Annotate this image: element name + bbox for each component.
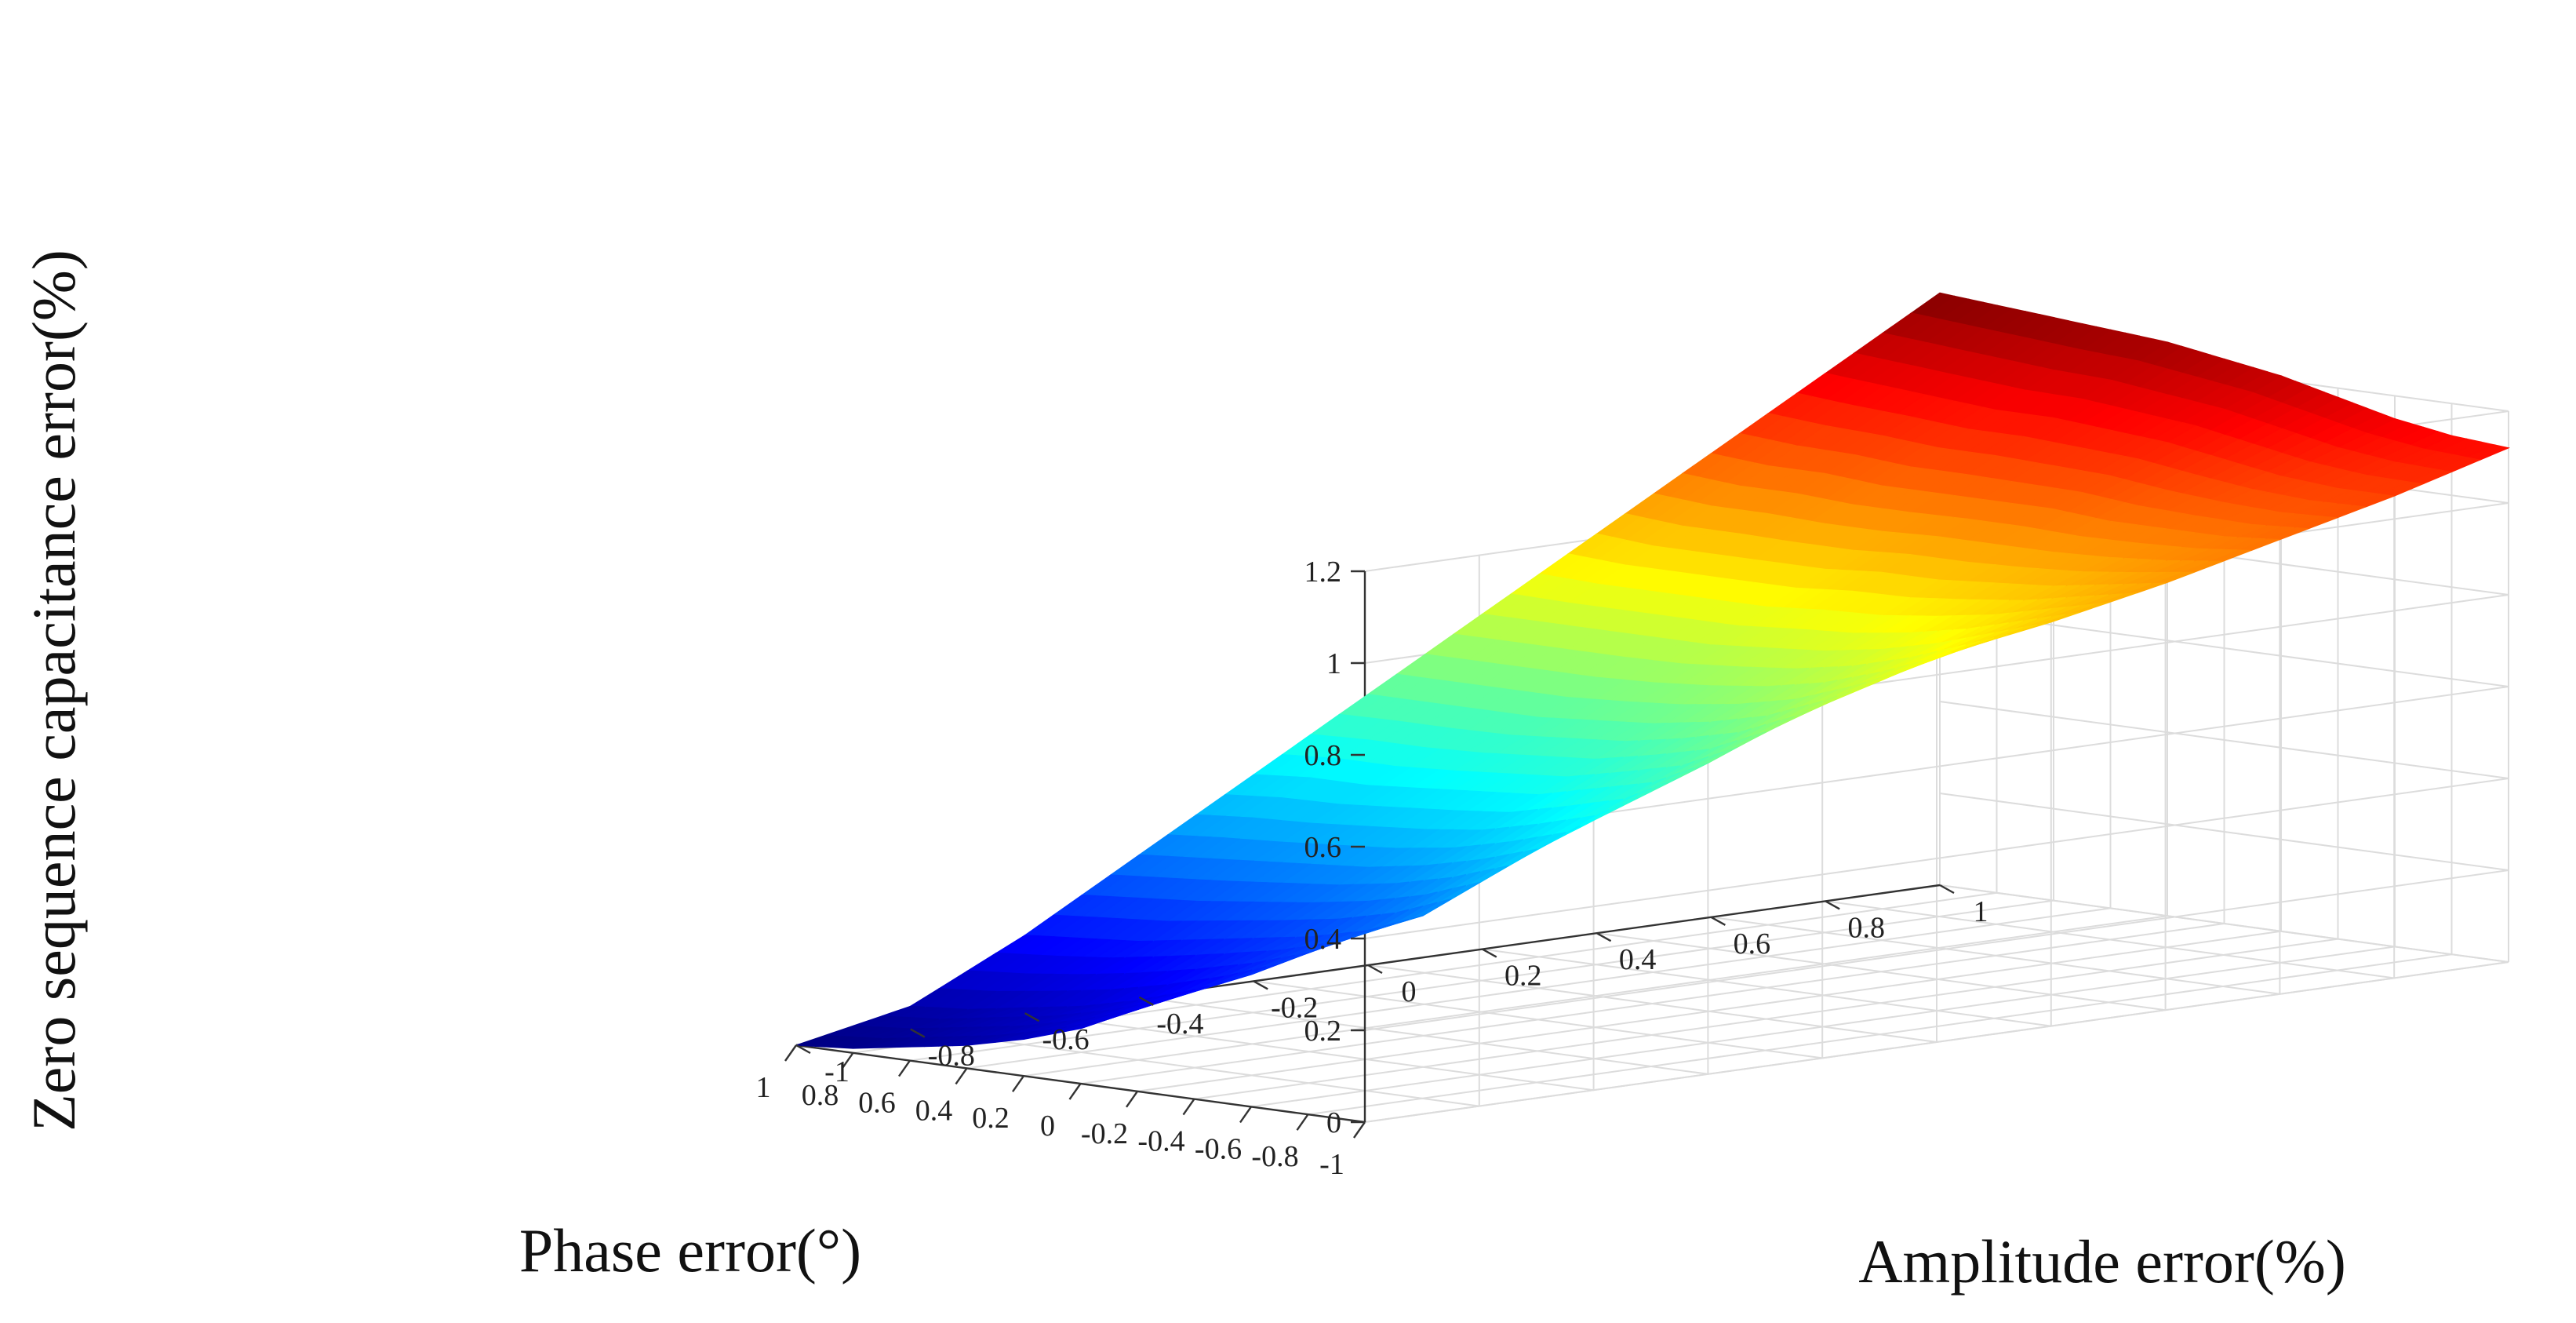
x-tick-label: 0.2 — [972, 1102, 1010, 1135]
z-tick-label: 1 — [1326, 647, 1341, 680]
y-tick-label: 0.2 — [1504, 960, 1542, 993]
x-tick-mark — [955, 1067, 968, 1085]
z-tick-label: 0 — [1326, 1106, 1341, 1139]
x-tick-mark — [784, 1044, 797, 1062]
y-tick-mark — [910, 1028, 926, 1038]
y-tick-mark — [1024, 1012, 1040, 1022]
wall-grid-line — [1364, 961, 2509, 1123]
y-tick-label: -0.6 — [1042, 1023, 1090, 1056]
x-tick-label: -0.6 — [1195, 1132, 1242, 1165]
x-tick-label: -1 — [1319, 1148, 1344, 1181]
y-tick-mark — [1367, 964, 1383, 975]
x-tick-label: 0.6 — [858, 1087, 896, 1120]
y-tick-mark — [1482, 948, 1497, 958]
floor-grid-line — [1024, 1012, 1594, 1092]
y-tick-mark — [795, 1044, 811, 1055]
x-tick-mark — [1182, 1098, 1195, 1116]
y-tick-mark — [1138, 996, 1154, 1006]
tick-labels: -1 -0.8 -0.6 -0.4 -0.2 0 0.2 0.4 0.6 0.8 1 -1 -0.8 -0… — [756, 556, 1988, 1181]
x-tick-mark — [898, 1059, 911, 1077]
y-tick-mark — [1825, 900, 1840, 910]
floor-grid-line — [910, 1028, 1479, 1107]
y-tick-label: 0.4 — [1619, 943, 1657, 976]
wall-grid-line — [1364, 778, 2509, 939]
y-tick-label: -0.4 — [1156, 1008, 1203, 1041]
x-tick-label: 1 — [756, 1071, 771, 1104]
wall-grid-line — [1364, 869, 2509, 1031]
wall-grid-line — [1939, 884, 2509, 963]
z-tick-label: 0.6 — [1304, 831, 1342, 864]
y-tick-label: 0.6 — [1734, 928, 1771, 960]
floor-grid-line — [1253, 980, 1823, 1059]
y-tick-label: 0 — [1402, 975, 1417, 1008]
x-tick-label: 0.8 — [802, 1079, 839, 1112]
x-axis-label: Phase error(°) — [519, 1216, 861, 1285]
x-tick-mark — [841, 1052, 854, 1070]
x-tick-mark — [1068, 1083, 1082, 1100]
x-tick-label: -0.8 — [1251, 1140, 1298, 1173]
y-axis-label: Amplitude error(%) — [1858, 1227, 2346, 1296]
z-axis-label: Zero sequence capacitance error(%) — [20, 250, 88, 1132]
y-tick-mark — [1710, 916, 1726, 926]
y-tick-label: 1 — [1974, 895, 1988, 928]
z-tick-label: 0.4 — [1304, 923, 1342, 956]
wall-grid-line — [1939, 793, 2509, 871]
x-tick-mark — [1353, 1121, 1366, 1139]
y-tick-mark — [1596, 932, 1612, 942]
z-tick-label: 1.2 — [1304, 556, 1342, 589]
y-tick-mark — [1253, 980, 1268, 990]
z-tick-label: 0.2 — [1304, 1015, 1342, 1048]
y-tick-label: -1 — [824, 1055, 850, 1088]
x-tick-label: 0 — [1040, 1110, 1055, 1143]
z-tick-label: 0.8 — [1304, 739, 1342, 772]
y-tick-mark — [1939, 884, 1955, 895]
floor-grid-line — [1482, 948, 2051, 1027]
x-tick-label: -0.2 — [1081, 1117, 1128, 1150]
floor-grid-line — [1367, 964, 1937, 1043]
surface-patch — [795, 1034, 839, 1047]
y-tick-label: 0.8 — [1847, 911, 1885, 944]
floor-grid-line — [1711, 916, 2280, 995]
x-tick-mark — [1012, 1075, 1024, 1092]
floor-grid-line — [1825, 900, 2395, 979]
x-tick-label: 0.4 — [915, 1094, 953, 1127]
y-tick-label: -0.8 — [928, 1040, 975, 1073]
surface-layer — [795, 292, 2510, 1049]
x-tick-mark — [1126, 1091, 1138, 1108]
floor-grid-line — [1139, 996, 1708, 1075]
x-tick-label: -0.4 — [1137, 1125, 1184, 1158]
y-tick-label: -0.2 — [1271, 991, 1318, 1024]
x-tick-mark — [1296, 1113, 1309, 1131]
wall-grid-line — [1939, 701, 2509, 779]
x-tick-mark — [1239, 1106, 1252, 1124]
floor-grid-line — [1596, 932, 2166, 1011]
